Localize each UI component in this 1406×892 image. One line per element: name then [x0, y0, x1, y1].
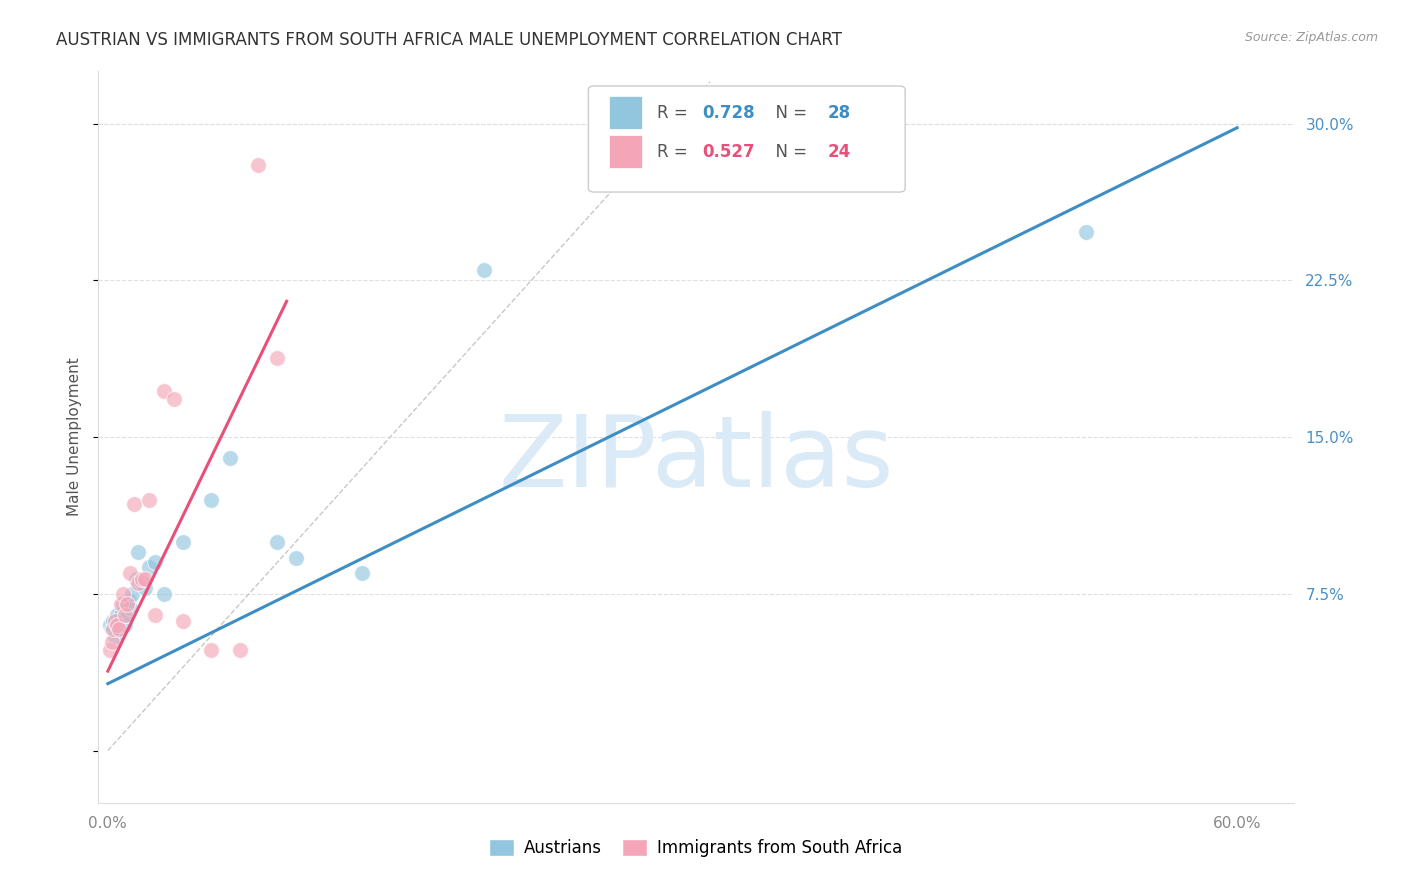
Point: [127, 576, 149, 591]
Point: [122, 497, 145, 511]
Point: [266, 351, 288, 365]
Text: AUSTRIAN VS IMMIGRANTS FROM SOUTH AFRICA MALE UNEMPLOYMENT CORRELATION CHART: AUSTRIAN VS IMMIGRANTS FROM SOUTH AFRICA…: [56, 31, 842, 49]
Point: [120, 566, 142, 580]
Point: [200, 643, 222, 657]
Point: [120, 601, 142, 615]
Point: [200, 492, 222, 507]
Point: [472, 263, 495, 277]
Point: [100, 623, 122, 637]
Point: [153, 587, 176, 601]
Point: [110, 607, 132, 622]
Point: [219, 450, 242, 465]
Point: [138, 492, 160, 507]
Point: [131, 576, 153, 591]
Text: N =: N =: [765, 104, 813, 122]
Point: [1076, 225, 1098, 239]
Point: [163, 392, 186, 407]
Text: N =: N =: [765, 143, 813, 161]
Point: [108, 618, 131, 632]
Text: Source: ZipAtlas.com: Source: ZipAtlas.com: [1244, 31, 1378, 45]
Text: 0.728: 0.728: [702, 104, 755, 122]
Text: 24: 24: [827, 143, 851, 161]
Point: [104, 614, 127, 628]
Point: [98, 618, 121, 632]
Point: [143, 607, 166, 622]
Point: [100, 635, 122, 649]
Point: [104, 629, 127, 643]
Point: [111, 597, 134, 611]
Point: [121, 587, 143, 601]
Point: [98, 643, 121, 657]
Point: [172, 614, 194, 628]
Point: [228, 643, 250, 657]
Point: [285, 551, 308, 566]
Text: R =: R =: [657, 143, 693, 161]
Point: [138, 559, 160, 574]
Point: [110, 597, 132, 611]
Y-axis label: Male Unemployment: Male Unemployment: [67, 358, 83, 516]
Point: [134, 581, 156, 595]
Point: [172, 534, 194, 549]
FancyBboxPatch shape: [609, 135, 643, 168]
FancyBboxPatch shape: [589, 86, 905, 192]
Point: [153, 384, 176, 398]
Point: [111, 587, 134, 601]
Point: [127, 545, 149, 559]
Text: ZIPatlas: ZIPatlas: [498, 410, 894, 508]
Point: [247, 158, 270, 172]
Point: [108, 623, 131, 637]
Legend: Austrians, Immigrants from South Africa: Austrians, Immigrants from South Africa: [482, 832, 910, 864]
Point: [115, 607, 138, 622]
Point: [350, 566, 373, 580]
Point: [117, 593, 139, 607]
Point: [114, 607, 136, 622]
Point: [115, 597, 138, 611]
Point: [105, 618, 128, 632]
FancyBboxPatch shape: [609, 96, 643, 129]
Text: 28: 28: [827, 104, 851, 122]
Text: 0.527: 0.527: [702, 143, 755, 161]
Point: [103, 614, 125, 628]
Point: [105, 607, 128, 622]
Point: [266, 534, 288, 549]
Point: [134, 572, 156, 586]
Point: [143, 556, 166, 570]
Point: [114, 618, 136, 632]
Text: R =: R =: [657, 104, 693, 122]
Point: [125, 572, 148, 586]
Point: [103, 623, 125, 637]
Point: [131, 572, 153, 586]
